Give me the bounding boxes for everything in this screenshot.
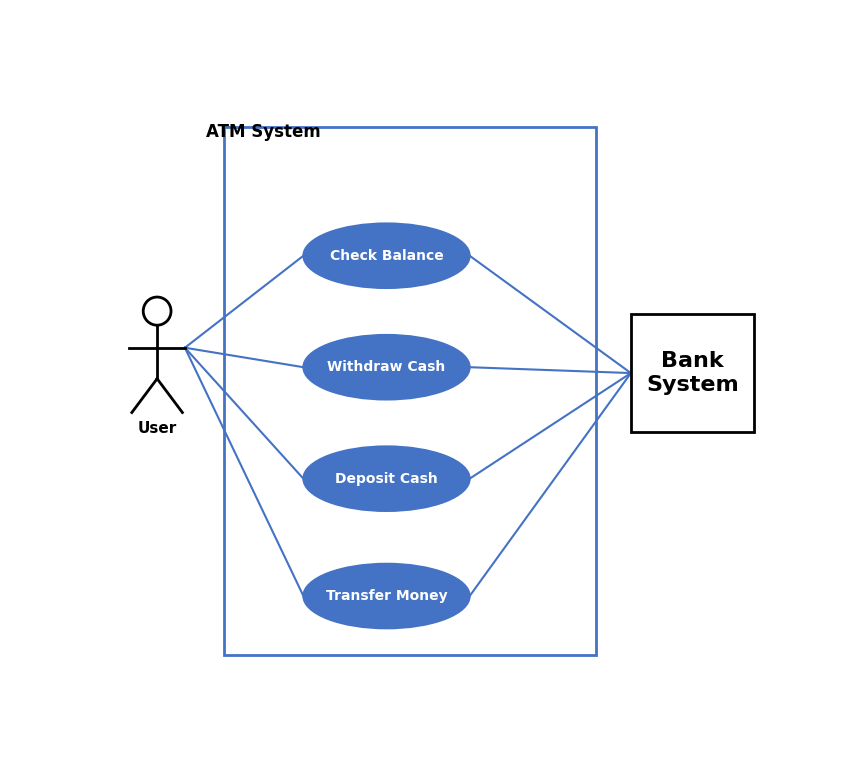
Ellipse shape: [304, 447, 469, 511]
Text: ATM System: ATM System: [206, 123, 321, 141]
Text: Check Balance: Check Balance: [329, 248, 444, 263]
Text: Withdraw Cash: Withdraw Cash: [328, 360, 445, 374]
Text: Bank
System: Bank System: [646, 351, 739, 395]
Ellipse shape: [304, 564, 469, 629]
Ellipse shape: [304, 335, 469, 399]
Text: User: User: [137, 421, 177, 436]
Text: Transfer Money: Transfer Money: [326, 589, 447, 603]
Ellipse shape: [304, 223, 469, 288]
FancyBboxPatch shape: [224, 126, 596, 655]
Text: Deposit Cash: Deposit Cash: [335, 472, 438, 485]
FancyBboxPatch shape: [631, 315, 754, 432]
